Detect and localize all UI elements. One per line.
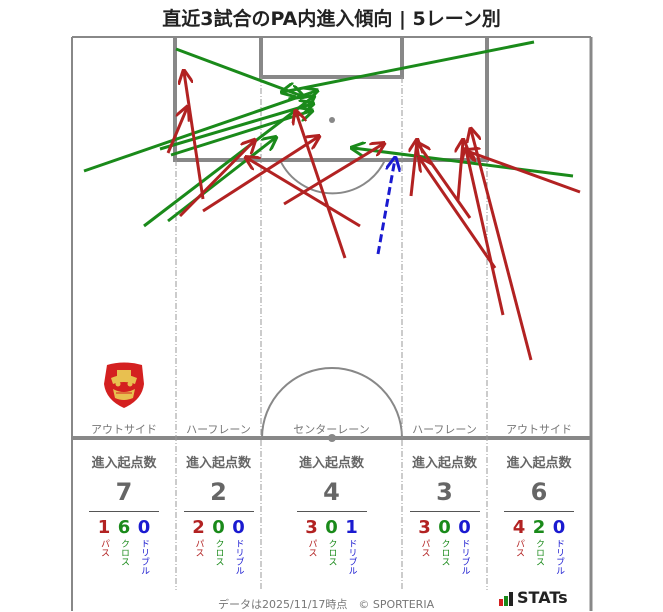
cross-label: クロス — [213, 539, 224, 566]
lane-stats-outside-right: 進入起点数 6 4 パス 2 クロス 0 ドリブル — [487, 452, 591, 575]
dribble-count: 0 — [232, 517, 245, 538]
cross-count: 0 — [325, 517, 338, 538]
cross-label: クロス — [326, 539, 337, 566]
entry-count-total: 4 — [323, 478, 340, 506]
data-date-copyright: データは2025/11/17時点 © SPORTERIA — [218, 598, 435, 611]
pass-count: 1 — [97, 517, 111, 538]
dribble-label: ドリブル — [554, 539, 564, 575]
pass-label: パス — [99, 539, 109, 557]
pass-label: パス — [193, 539, 204, 557]
dribble-arrows — [376, 159, 395, 255]
lane-stats-center: 進入起点数 4 3 パス 0 クロス 1 ドリブル — [261, 452, 402, 575]
lane-label-outside-right: アウトサイド — [506, 423, 572, 436]
stats-logo-text: STATs — [517, 588, 568, 607]
dribble-label: ドリブル — [139, 539, 149, 575]
pass-label: パス — [514, 539, 524, 557]
bar-chart-icon — [499, 592, 513, 606]
entry-count-heading: 進入起点数 — [298, 456, 364, 471]
cross-count: 2 — [532, 517, 546, 538]
entry-count-total: 7 — [115, 478, 133, 506]
pass-label: パス — [306, 539, 317, 557]
dribble-count: 0 — [552, 517, 566, 538]
cross-label: クロス — [119, 539, 129, 566]
entry-count-total: 6 — [530, 478, 548, 506]
cross-label: クロス — [439, 539, 450, 566]
lane-label-center: センターレーン — [293, 423, 370, 436]
cross-arrows — [83, 40, 574, 228]
shisa-crest-icon — [104, 362, 144, 408]
lane-stats-halfspace-left: 進入起点数 2 2 パス 0 クロス 0 ドリブル — [176, 452, 261, 575]
pass-count: 2 — [192, 517, 205, 538]
entry-count-heading: 進入起点数 — [506, 456, 572, 471]
stats-logo: STATs — [499, 590, 568, 606]
dribble-label: ドリブル — [233, 539, 244, 575]
page-title: 直近3試合のPA内進入傾向 | 5レーン別 — [162, 8, 501, 30]
pass-count: 4 — [512, 517, 526, 538]
dribble-count: 1 — [345, 517, 358, 538]
lane-label-halfspace-right: ハーフレーン — [412, 423, 477, 436]
cross-count: 6 — [117, 517, 131, 538]
pass-label: パス — [419, 539, 430, 557]
lane-stats-halfspace-right: 進入起点数 3 3 パス 0 クロス 0 ドリブル — [402, 452, 487, 575]
dribble-count: 0 — [458, 517, 471, 538]
entry-count-total: 2 — [210, 478, 227, 506]
entry-count-heading: 進入起点数 — [185, 456, 251, 471]
cross-count: 0 — [212, 517, 225, 538]
lane-label-halfspace-left: ハーフレーン — [186, 423, 251, 436]
entry-count-heading: 進入起点数 — [411, 456, 477, 471]
cross-label: クロス — [534, 539, 544, 566]
pass-count: 3 — [305, 517, 318, 538]
lane-stats-outside-left: 進入起点数 7 1 パス 6 クロス 0 ドリブル — [72, 452, 176, 575]
dribble-label: ドリブル — [459, 539, 470, 575]
cross-count: 0 — [438, 517, 451, 538]
dribble-count: 0 — [137, 517, 151, 538]
entry-count-total: 3 — [436, 478, 453, 506]
pass-arrows — [166, 72, 581, 361]
dribble-label: ドリブル — [346, 539, 357, 575]
pass-count: 3 — [418, 517, 431, 538]
lane-label-outside-left: アウトサイド — [91, 423, 157, 436]
entry-count-heading: 進入起点数 — [91, 456, 157, 471]
